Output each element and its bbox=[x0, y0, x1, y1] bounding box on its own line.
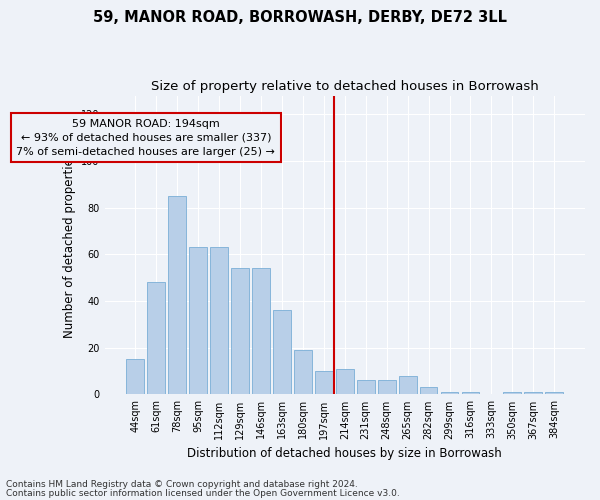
Bar bbox=[148, 282, 165, 395]
Y-axis label: Number of detached properties: Number of detached properties bbox=[62, 152, 76, 338]
Bar bbox=[378, 380, 395, 394]
Bar bbox=[461, 392, 479, 394]
Bar bbox=[357, 380, 374, 394]
Bar bbox=[210, 248, 228, 394]
Bar bbox=[231, 268, 249, 394]
Text: Contains public sector information licensed under the Open Government Licence v3: Contains public sector information licen… bbox=[6, 489, 400, 498]
Bar bbox=[399, 376, 416, 394]
Bar bbox=[189, 248, 207, 394]
Bar bbox=[294, 350, 312, 395]
Text: Contains HM Land Registry data © Crown copyright and database right 2024.: Contains HM Land Registry data © Crown c… bbox=[6, 480, 358, 489]
Text: 59, MANOR ROAD, BORROWASH, DERBY, DE72 3LL: 59, MANOR ROAD, BORROWASH, DERBY, DE72 3… bbox=[93, 10, 507, 25]
Bar bbox=[168, 196, 186, 394]
Bar bbox=[503, 392, 521, 394]
Bar bbox=[419, 388, 437, 394]
Bar bbox=[315, 371, 333, 394]
Bar bbox=[545, 392, 563, 394]
Bar bbox=[252, 268, 270, 394]
Bar bbox=[336, 368, 353, 394]
Bar bbox=[127, 360, 144, 394]
Bar bbox=[273, 310, 291, 394]
Title: Size of property relative to detached houses in Borrowash: Size of property relative to detached ho… bbox=[151, 80, 539, 93]
X-axis label: Distribution of detached houses by size in Borrowash: Distribution of detached houses by size … bbox=[187, 447, 502, 460]
Text: 59 MANOR ROAD: 194sqm
← 93% of detached houses are smaller (337)
7% of semi-deta: 59 MANOR ROAD: 194sqm ← 93% of detached … bbox=[16, 119, 275, 157]
Bar bbox=[440, 392, 458, 394]
Bar bbox=[524, 392, 542, 394]
